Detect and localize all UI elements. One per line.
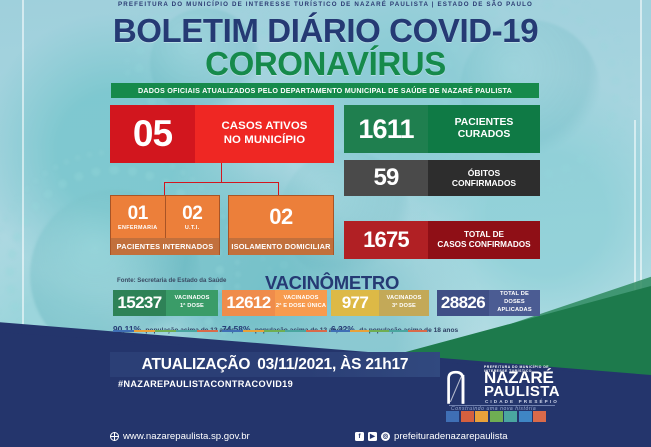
isolamento-cell: 02 [229,196,333,238]
active-cases-number: 05 [110,105,195,163]
pct-dose2-underline [222,330,327,332]
uti-cell: 02 U.T.I. [165,196,219,238]
vac-dose3-label-line1: VACINADOS [386,295,422,302]
pacientes-internados-cells: 01 ENFERMARIA 02 U.T.I. [111,196,219,238]
vacinometro-title: VACINÔMETRO [264,272,400,293]
facebook-icon[interactable]: f [355,431,364,441]
vacinometro-fonte: Fonte: Secretaria de Estado da Saúde [117,277,227,284]
vac-dose2-number: 12612 [222,290,275,316]
enfermaria-number: 01 [127,202,149,224]
vac-dose3-label-line2: 3ª DOSE [391,303,417,309]
update-band: ATUALIZAÇÃO 03/11/2021, ÀS 21h17 [110,352,440,377]
stat-curados-label-line1: PACIENTES [454,116,514,128]
vac-card-dose1: 15237 VACINADOS 1ª DOSE [113,290,218,316]
vac-total-label-line2: APLICADAS [497,306,532,313]
logo-divider [449,405,555,406]
pct-dose2: 74,58% população acima de 12 anos [222,319,344,337]
connector-horizontal [164,182,279,184]
decorative-line-left [22,0,24,447]
connector-vertical-left [164,182,166,195]
pct-dose3: 6,32% da população acima de 18 anos [331,319,458,337]
vac-card-dose2: 12612 VACINADOS 2ª E DOSE ÚNICA [222,290,327,316]
vac-dose1-label: VACINADOS 1ª DOSE [166,290,218,316]
footer-website-text: www.nazarepaulista.sp.gov.br [123,430,250,442]
isolamento-footer: ISOLAMENTO DOMICILIAR [229,238,333,255]
stat-obitos-label: ÓBITOS CONFIRMADOS [428,160,540,196]
logo-subtitle: CIDADE PRESÉPIO [485,399,559,404]
stat-card-total: 1675 TOTAL DE CASOS CONFIRMADOS [344,221,540,259]
stat-card-obitos: 59 ÓBITOS CONFIRMADOS [344,160,540,196]
globe-icon [110,431,119,441]
vac-dose2-label-line1: VACINADOS [283,295,319,302]
pct-dose1-value: 90,11% [113,324,141,334]
footer-website[interactable]: www.nazarepaulista.sp.gov.br [110,431,250,442]
stat-obitos-label-line1: ÓBITOS [467,167,501,178]
vac-card-dose3: 977 VACINADOS 3ª DOSE [331,290,429,316]
vac-card-total: 28826 TOTAL DE DOSES APLICADAS [437,290,540,316]
decorative-line-right [640,0,642,447]
page-title-line2: CORONAVÍRUS [205,45,446,82]
logo-color-swatches [446,411,546,422]
enfermaria-cell: 01 ENFERMARIA [111,196,166,238]
stat-curados-number: 1611 [344,105,428,153]
stat-total-label-line2: CASOS CONFIRMADOS [437,240,531,249]
stat-curados-label: PACIENTES CURADOS [428,105,540,153]
prefeitura-line: PREFEITURA DO MUNICÍPIO DE INTERESSE TUR… [117,1,534,8]
stat-card-curados: 1611 PACIENTES CURADOS [344,105,540,153]
pacientes-internados-card: 01 ENFERMARIA 02 U.T.I. PACIENTES INTERN… [110,195,220,255]
active-cases-label-line1: CASOS ATIVOS [221,120,308,133]
youtube-icon[interactable]: ▶ [368,431,377,441]
footer-social-handle: prefeituradenazarepaulista [394,430,508,442]
subtitle-band: DADOS OFICIAIS ATUALIZADOS PELO DEPARTAM… [111,83,539,98]
vac-total-number: 28826 [437,290,489,316]
uti-number: 02 [182,202,203,224]
pacientes-internados-footer: PACIENTES INTERNADOS [111,238,219,255]
page-title-line1: BOLETIM DIÁRIO COVID-19 [112,12,539,49]
city-logo: PREFEITURA DO MUNICÍPIO DE INTERESSE TUR… [443,363,561,421]
vac-dose1-label-line1: VACINADOS [174,295,210,302]
pct-dose1-underline [113,330,218,332]
stat-curados-label-line2: CURADOS [457,129,511,140]
subtitle-band-text: DADOS OFICIAIS ATUALIZADOS PELO DEPARTAM… [137,86,513,95]
update-label: ATUALIZAÇÃO [141,355,251,373]
instagram-icon[interactable]: ◎ [381,431,390,441]
stat-obitos-number: 59 [344,160,428,196]
stat-obitos-label-line2: CONFIRMADOS [451,178,517,188]
vac-dose3-label: VACINADOS 3ª DOSE [379,290,429,316]
isolamento-cells: 02 [229,196,333,238]
update-value: 03/11/2021, ÀS 21h17 [257,355,409,373]
logo-n-mark [445,369,481,406]
stat-total-number: 1675 [344,221,428,259]
active-cases-label: CASOS ATIVOS NO MUNICÍPIO [195,105,334,163]
vac-total-label-line1: TOTAL DE DOSES [499,291,529,306]
pct-dose3-underline [331,330,428,332]
vac-dose2-label: VACINADOS 2ª E DOSE ÚNICA [275,290,327,316]
active-cases-label-line2: NO MUNICÍPIO [223,134,306,146]
footer-social[interactable]: f ▶ ◎ prefeituradenazarepaulista [355,431,508,442]
vac-dose3-number: 977 [331,290,379,316]
vac-total-label: TOTAL DE DOSES APLICADAS [489,290,540,316]
footer-bar: www.nazarepaulista.sp.gov.br f ▶ ◎ prefe… [0,425,651,447]
enfermaria-caption: ENFERMARIA [118,224,158,231]
vac-dose1-number: 15237 [113,290,166,316]
vac-dose1-label-line2: 1ª DOSE [179,303,205,309]
connector-vertical-main [221,163,223,182]
pct-dose2-value: 74,58% [222,324,251,334]
logo-word-nazare: NAZARÉ [484,368,554,387]
logo-word-paulista: PAULISTA [484,383,560,400]
vac-dose2-label-line2: 2ª E DOSE ÚNICA [275,303,327,309]
hashtag: #NAZAREPAULISTACONTRACOVID19 [118,379,293,389]
active-cases-card: 05 CASOS ATIVOS NO MUNICÍPIO [110,105,334,163]
logo-script-text: Construindo uma nova história [451,406,537,412]
stat-total-label-line1: TOTAL DE [463,230,505,240]
isolamento-domiciliar-card: 02 ISOLAMENTO DOMICILIAR [228,195,334,255]
pct-dose1: 90,11% população acima de 12 anos [113,319,235,337]
isolamento-number: 02 [269,204,293,229]
connector-vertical-right [278,182,280,195]
logo-top-line: PREFEITURA DO MUNICÍPIO DE INTERESSE TUR… [484,365,550,373]
uti-caption: U.T.I. [184,224,200,231]
pct-dose3-value: 6,32% [331,324,355,334]
stat-total-label: TOTAL DE CASOS CONFIRMADOS [428,221,540,259]
